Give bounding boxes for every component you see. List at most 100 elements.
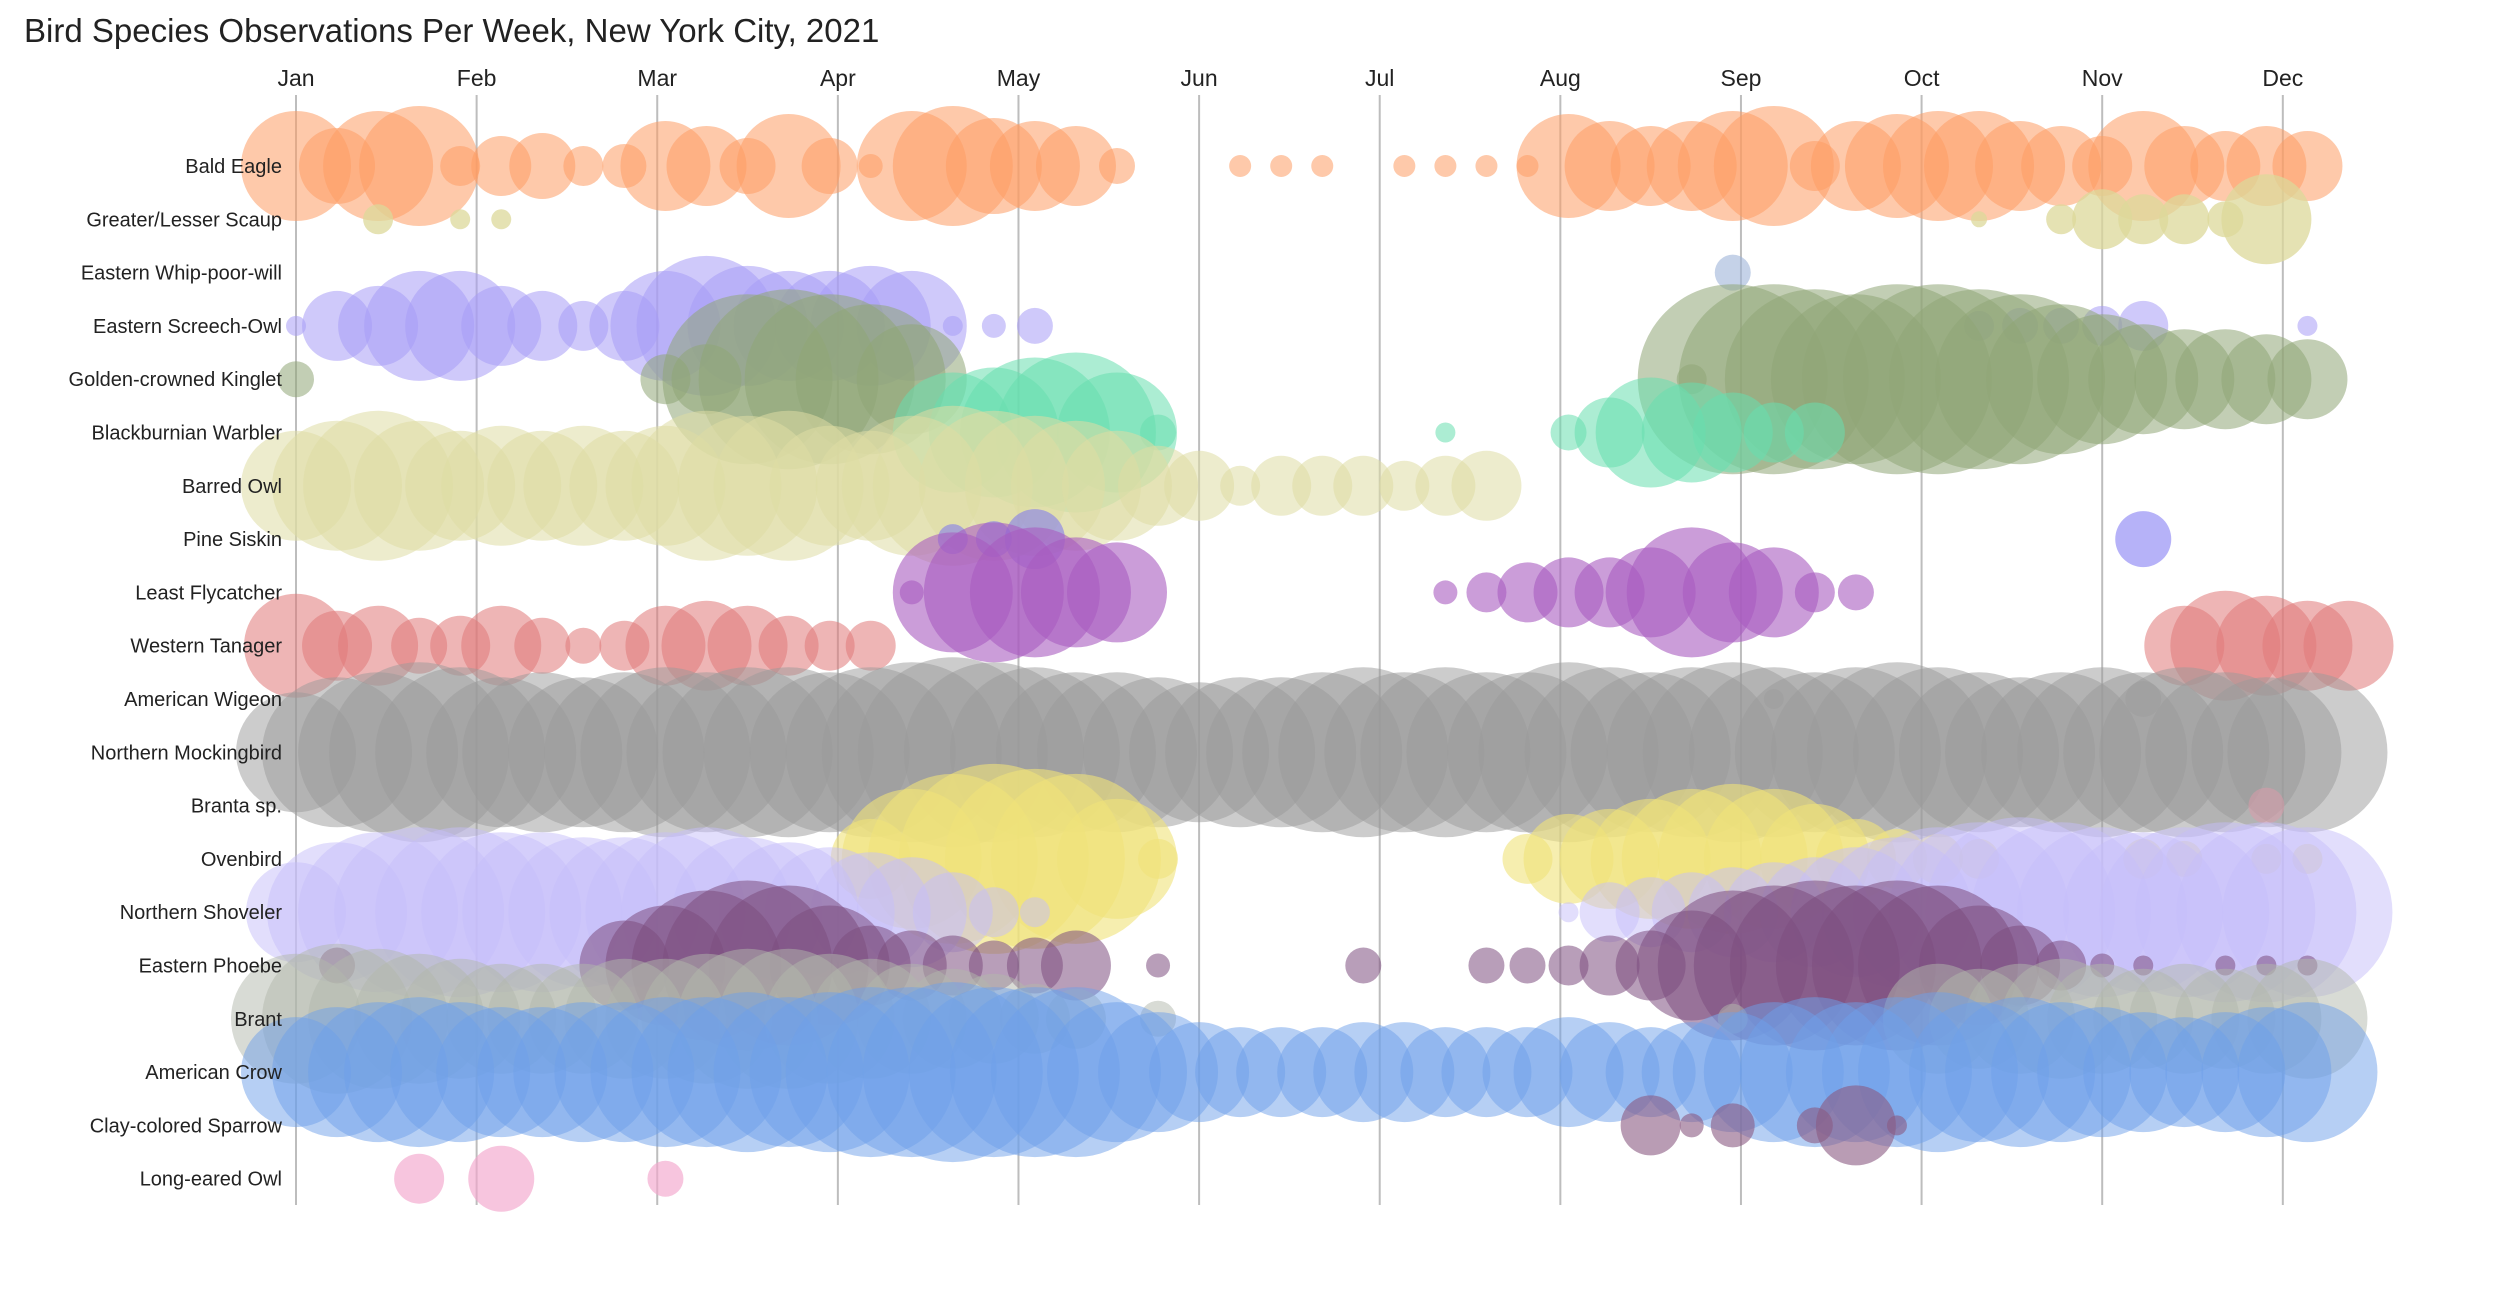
bubble-point [1713, 106, 1834, 226]
species-label: Barred Owl [182, 476, 282, 498]
bubble-point [1548, 945, 1589, 986]
month-axis: Jan Feb Mar Apr May Jun Jul Aug Sep Oct Nov Dec [277, 65, 2303, 91]
bubble-point [2046, 204, 2077, 235]
month-tick-label: Sep [1720, 65, 1761, 91]
bubble-point [1345, 947, 1382, 984]
bubble-point [2248, 787, 2285, 824]
bubble-point [1146, 953, 1171, 978]
bubble-point [507, 290, 578, 361]
bubble-point [1815, 1085, 1896, 1166]
bubble-point [1057, 798, 1177, 919]
bubble-point [394, 1153, 445, 1204]
bubble-point [2118, 194, 2169, 245]
bubble-point [1743, 402, 1804, 463]
bubble-point [1164, 450, 1235, 521]
chart-title: Bird Species Observations Per Week, New … [24, 12, 880, 49]
bubble-point [359, 106, 480, 226]
species-label: Eastern Screech-Owl [93, 316, 282, 338]
bubble-point [509, 133, 576, 199]
bubble-point [801, 138, 858, 194]
bubble-point [450, 209, 471, 230]
bubble-point [1558, 902, 1579, 923]
month-tick-label: Jan [277, 65, 314, 91]
bubble-point [1451, 450, 1522, 521]
bubble-point [2303, 600, 2394, 691]
month-tick-label: Apr [820, 65, 856, 91]
month-tick-label: Oct [1904, 65, 1940, 91]
month-tick-label: May [997, 65, 1041, 91]
bubble-point [1019, 897, 1050, 928]
bubble-point [1509, 947, 1546, 984]
bubble-point [1067, 542, 1167, 643]
month-tick-label: Aug [1540, 65, 1581, 91]
species-label: Western Tanager [130, 636, 282, 658]
bubble-point [1434, 155, 1457, 177]
bubble-point [1837, 574, 1874, 611]
bubble-point [2297, 315, 2318, 336]
bubble-point [981, 313, 1006, 338]
series-2 [1714, 254, 1751, 291]
bubble-point [912, 872, 993, 953]
bubble-point [1475, 155, 1498, 177]
bubble-point [1794, 572, 1835, 613]
species-label: Clay-colored Sparrow [90, 1115, 283, 1137]
bubble-point [2221, 174, 2312, 265]
bubble-point [461, 605, 542, 686]
species-label: Least Flycatcher [135, 582, 282, 604]
bubble-point [1784, 402, 1845, 463]
species-label: Brant [234, 1009, 282, 1031]
species-label: Blackburnian Warbler [92, 423, 283, 445]
species-label: Eastern Whip-poor-will [81, 263, 282, 285]
series-18 [1620, 1085, 1907, 1166]
bubble-point [1620, 1095, 1681, 1156]
bubble-point [391, 617, 448, 674]
bubble-point [1466, 572, 1507, 613]
month-tick-label: Dec [2262, 65, 2303, 91]
bubble-point [1311, 155, 1334, 177]
bubble-point [1393, 155, 1416, 177]
series-9 [244, 590, 2394, 701]
species-label: Ovenbird [201, 849, 282, 871]
bubble-point [736, 114, 841, 218]
series-1 [363, 174, 2312, 265]
bubble-point [1220, 465, 1261, 506]
bubble-point [1710, 1103, 1755, 1148]
species-label: American Wigeon [124, 689, 282, 711]
species-label: Golden-crowned Kinglet [69, 369, 283, 391]
species-axis: Bald Eagle Greater/Lesser Scaup Eastern Wh… [69, 156, 283, 1191]
series-0 [241, 106, 2343, 226]
bubble-point [1435, 422, 1456, 443]
species-label: Branta sp. [191, 796, 282, 818]
bubble-point [278, 361, 314, 398]
bubble-point [758, 615, 819, 676]
series-12 [2248, 787, 2285, 824]
bubble-point [1379, 460, 1430, 511]
bubble-point [2222, 827, 2393, 998]
species-label: Eastern Phoebe [139, 956, 282, 978]
bubble-point [968, 887, 1019, 938]
bubble-point [563, 146, 604, 186]
month-tick-label: Nov [2082, 65, 2123, 91]
bubble-point [1099, 148, 1135, 184]
species-label: American Crow [145, 1062, 282, 1084]
month-tick-label: Jul [1365, 65, 1394, 91]
bubble-point [1886, 1115, 1907, 1136]
bubble-point [491, 209, 512, 230]
bubble-point [1971, 211, 1988, 228]
bubble-point [1040, 930, 1111, 1001]
bubble-point [2267, 339, 2348, 420]
bubble-point [2159, 194, 2210, 245]
bubble-point [514, 617, 571, 674]
bubble-point [286, 315, 306, 336]
bubble-point [565, 627, 602, 664]
species-label: Long-eared Owl [140, 1169, 282, 1191]
series-11 [236, 657, 2388, 848]
bubble-point [666, 126, 747, 206]
bubble-point [2115, 511, 2172, 568]
bubble-point [1016, 307, 1053, 344]
species-label: Northern Mockingbird [91, 742, 282, 764]
bubble-point [804, 620, 855, 671]
bubble-point [468, 1145, 535, 1212]
bubble-point [1292, 455, 1353, 516]
